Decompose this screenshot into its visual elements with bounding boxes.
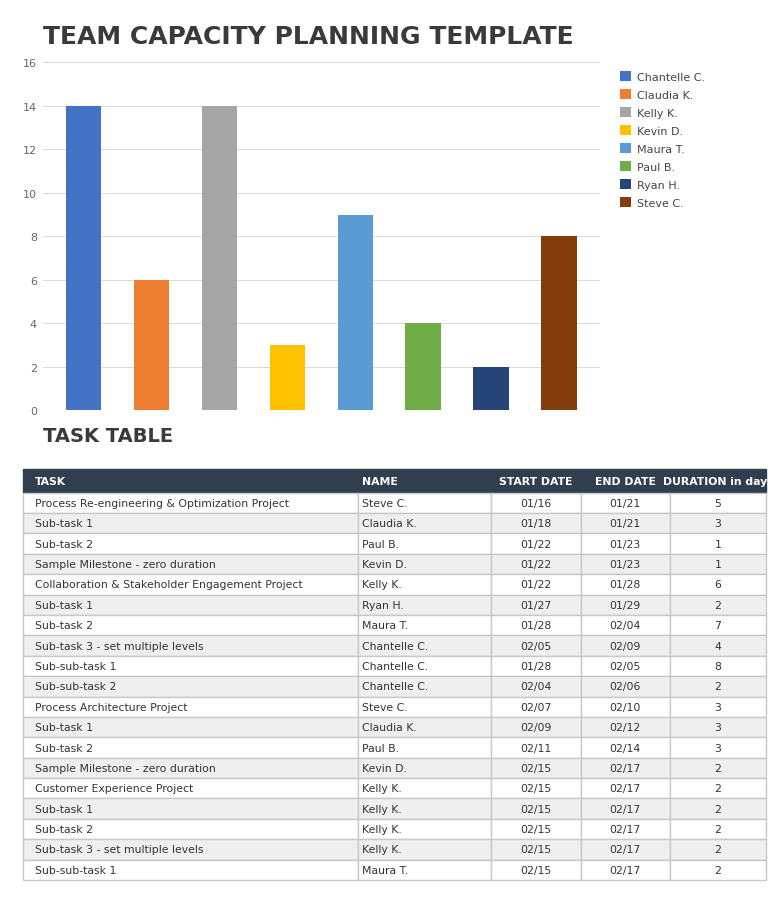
Bar (66, 107, 101, 411)
Text: TEAM CAPACITY PLANNING TEMPLATE: TEAM CAPACITY PLANNING TEMPLATE (43, 25, 574, 50)
Bar (541, 237, 577, 411)
Bar (474, 368, 509, 411)
Legend: Chantelle C., Claudia K., Kelly K., Kevin D., Maura T., Paul B., Ryan H., Steve : Chantelle C., Claudia K., Kelly K., Kevi… (617, 69, 708, 212)
Bar (406, 324, 441, 411)
Text: TASK TABLE: TASK TABLE (43, 426, 173, 445)
Bar (134, 281, 169, 411)
Bar (201, 107, 237, 411)
Bar (337, 215, 373, 411)
Bar (269, 346, 305, 411)
